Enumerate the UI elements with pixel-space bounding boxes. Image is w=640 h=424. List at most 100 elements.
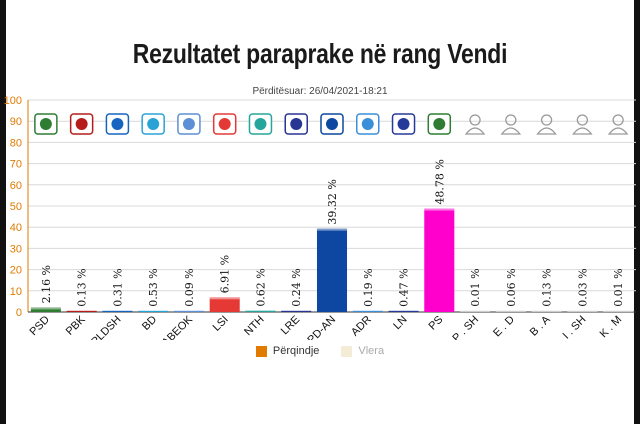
chart-subtitle: Përditësuar: 26/04/2021-18:21	[252, 86, 388, 97]
y-tick-label: 80	[10, 137, 22, 149]
bar	[66, 310, 97, 312]
avatar-body	[464, 127, 486, 135]
y-tick-label: 90	[10, 116, 22, 128]
x-tick-label: NTH	[242, 314, 267, 339]
legend-item-percentage[interactable]: Përqindje	[255, 345, 319, 357]
avatar-head	[540, 114, 553, 126]
bar-highlight	[316, 228, 348, 231]
adr-logo-icon	[356, 113, 380, 135]
pldsh-logo-icon	[105, 113, 130, 135]
legend-item-value[interactable]: Vlera	[341, 345, 384, 357]
y-tick-label: 40	[10, 222, 22, 234]
data-label: 2.16 %	[40, 265, 53, 303]
candidate-avatar-icon	[572, 114, 593, 135]
bd-logo-icon	[141, 113, 165, 135]
bar	[209, 297, 240, 312]
data-label: 0.13 %	[541, 268, 554, 306]
lre-logo-icon	[284, 113, 308, 135]
logo-mark	[75, 118, 88, 130]
logo-mark	[39, 118, 52, 130]
data-label: 0.31 %	[111, 268, 124, 306]
candidate-avatar-icon	[464, 114, 486, 135]
bar	[352, 310, 383, 312]
candidate-avatar-icon	[500, 114, 522, 135]
data-label: 6.91 %	[219, 255, 232, 293]
avatar-body	[607, 127, 629, 135]
chart-title: Rezultatet paraprake në rang Vendi	[132, 38, 508, 69]
legend-swatch	[341, 345, 353, 357]
logo-mark	[111, 118, 124, 130]
abeok-logo-icon	[177, 113, 201, 135]
bar	[388, 310, 419, 312]
chart-legend: Përqindje Vlera	[0, 345, 640, 357]
data-label: 0.47 %	[398, 268, 411, 306]
left-border	[0, 0, 6, 424]
x-tick-label: ABEOK	[160, 313, 196, 340]
data-label: 0.62 %	[254, 268, 267, 306]
bar	[138, 310, 169, 312]
data-label: 39.32 %	[326, 179, 339, 224]
data-label: 0.19 %	[362, 268, 375, 306]
bar	[102, 310, 133, 312]
logo-mark	[361, 118, 374, 130]
x-tick-label: PSD	[28, 314, 53, 339]
bar	[567, 310, 598, 312]
legend-label: Vlera	[358, 345, 385, 357]
psd-logo-icon	[34, 113, 58, 135]
data-label: 0.06 %	[505, 268, 518, 306]
data-label: 0.24 %	[290, 268, 303, 306]
logo-mark	[397, 118, 410, 130]
data-label: 0.53 %	[147, 268, 160, 306]
data-label: 48.78 %	[433, 159, 446, 204]
bar	[245, 310, 276, 312]
bar-highlight	[30, 307, 61, 310]
ps-logo-icon	[427, 113, 452, 135]
bar	[603, 310, 634, 312]
x-tick-label: LRE	[279, 314, 303, 338]
avatar-body	[500, 127, 522, 135]
bar-chart: 0 10 20 30 40 50 60 70 80 90 100 2.16 % PSD 0.13 % PBK…	[4, 95, 636, 340]
avatar-head	[505, 114, 517, 126]
avatar-head	[612, 114, 624, 126]
x-tick-label: E . D	[491, 314, 517, 340]
data-label: 0.01 %	[469, 268, 482, 306]
logo-mark	[147, 118, 160, 130]
y-tick-label: 70	[10, 159, 22, 171]
logo-mark	[254, 118, 267, 130]
y-tick-label: 50	[10, 201, 22, 213]
y-tick-label: 60	[10, 180, 22, 192]
pbk-logo-icon	[69, 113, 94, 135]
bar	[316, 228, 348, 312]
x-tick-label: PD-AN	[305, 314, 338, 340]
right-border	[634, 0, 640, 424]
avatar-body	[536, 127, 557, 135]
bar	[495, 310, 526, 312]
x-tick-label: BD	[140, 314, 159, 333]
candidate-avatar-icon	[536, 114, 557, 135]
bar	[30, 307, 61, 312]
x-tick-label: B . A	[528, 313, 553, 338]
bar	[173, 310, 204, 312]
y-tick-label: 30	[10, 243, 22, 255]
y-tick-label: 100	[4, 95, 22, 107]
data-label: 0.03 %	[576, 268, 589, 306]
bar	[281, 310, 312, 312]
logo-mark	[326, 118, 338, 130]
nth-logo-icon	[248, 113, 273, 135]
logo-mark	[182, 118, 195, 130]
bar-highlight	[424, 208, 455, 211]
x-tick-label: LN	[391, 314, 409, 332]
bar	[424, 208, 455, 312]
y-tick-label: 20	[10, 265, 22, 277]
data-label: 0.13 %	[76, 268, 89, 306]
lsi-logo-icon	[212, 113, 237, 135]
data-label: 0.09 %	[183, 268, 196, 306]
x-tick-label: ADR	[349, 314, 374, 339]
ln-logo-icon	[391, 113, 416, 135]
data-label: 0.01 %	[612, 268, 625, 306]
x-tick-label: LSI	[211, 314, 231, 334]
legend-swatch	[255, 345, 267, 357]
x-tick-label: PS	[427, 314, 446, 333]
x-tick-label: K . M	[598, 314, 625, 340]
avatar-head	[469, 114, 481, 126]
